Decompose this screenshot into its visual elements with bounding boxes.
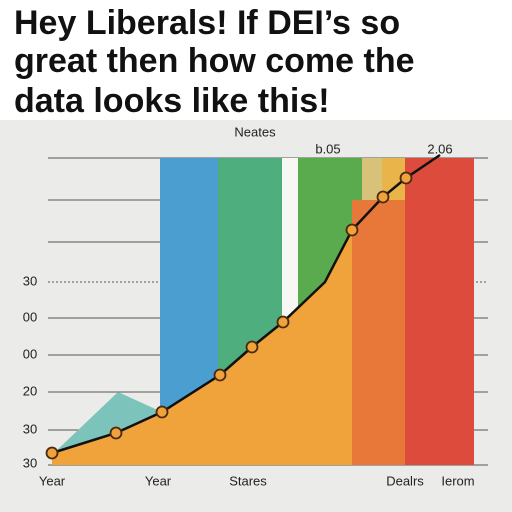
x-label: Ierom bbox=[441, 473, 474, 488]
caption-line: data looks like this! bbox=[14, 82, 330, 120]
y-label: 30 bbox=[23, 455, 37, 470]
caption-line: great then how come the bbox=[14, 42, 415, 80]
y-label: 00 bbox=[23, 309, 37, 324]
chart: Neates b.05 2.06 30 00 00 20 30 30 Year … bbox=[0, 120, 512, 512]
x-label: Stares bbox=[229, 473, 267, 488]
top-label: 2.06 bbox=[427, 141, 452, 156]
y-label: 00 bbox=[23, 346, 37, 361]
y-label: 20 bbox=[23, 383, 37, 398]
x-label: Dealrs bbox=[386, 473, 424, 488]
top-label: b.05 bbox=[315, 141, 340, 156]
x-label: Year bbox=[39, 473, 66, 488]
y-label: 30 bbox=[23, 273, 37, 288]
caption-line: Hey Liberals! If DEI’s so bbox=[14, 4, 401, 42]
y-label: 30 bbox=[23, 421, 37, 436]
chart-title: Neates bbox=[234, 124, 276, 139]
x-label: Year bbox=[145, 473, 172, 488]
points bbox=[45, 171, 413, 460]
orange-area bbox=[52, 230, 352, 465]
